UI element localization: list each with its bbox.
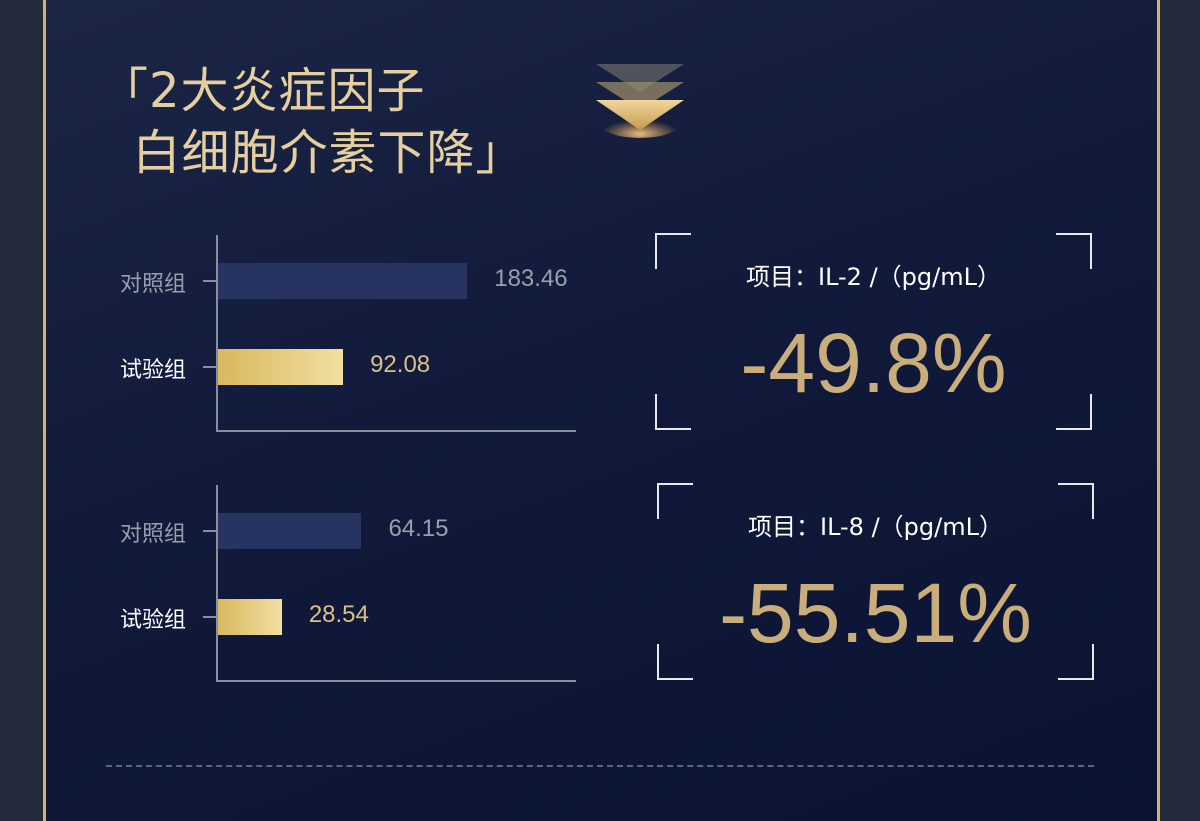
x-axis-line (216, 680, 576, 682)
value-label: 183.46 (494, 265, 568, 292)
value-label: 92.08 (370, 351, 431, 378)
il2-stat-box: 项目：IL-2 /（pg/mL） -49.8% (655, 233, 1092, 430)
corner-bracket (655, 233, 691, 269)
right-border-strip (1160, 0, 1200, 821)
control-bar (218, 263, 468, 299)
category-label: 对照组 (119, 272, 186, 297)
control-bar (218, 513, 362, 549)
corner-bracket (657, 483, 693, 519)
test-bar (218, 599, 282, 635)
category-label: 试验组 (119, 608, 186, 633)
stat-value: -55.51% (719, 566, 1032, 660)
category-label: 对照组 (119, 522, 186, 547)
y-tick (203, 366, 216, 368)
y-axis-line (216, 485, 218, 681)
value-label: 64.15 (388, 515, 449, 542)
y-tick (203, 280, 216, 282)
corner-bracket (657, 644, 693, 680)
dashed-divider (106, 765, 1094, 767)
category-label: 试验组 (119, 358, 186, 383)
stat-label: 项目：IL-2 /（pg/mL） (746, 263, 1001, 291)
right-gold-line (1157, 0, 1160, 821)
corner-bracket (1058, 644, 1094, 680)
corner-bracket (1058, 483, 1094, 519)
title-line-2: 白细胞介素下降」 (100, 125, 525, 181)
value-label: 28.54 (308, 601, 369, 628)
corner-bracket (655, 394, 691, 430)
page-title: 「2大炎症因子 白细胞介素下降」 (100, 60, 525, 184)
y-axis-line (216, 235, 218, 431)
il8-bar-chart: 对照组 64.15 试验组 28.54 (100, 485, 620, 685)
corner-bracket (1056, 394, 1092, 430)
triple-chevron-down-icon (596, 64, 684, 138)
il8-stat-box: 项目：IL-8 /（pg/mL） -55.51% (657, 483, 1094, 680)
x-axis-line (216, 430, 576, 432)
left-gold-line (43, 0, 46, 821)
il2-bar-chart: 对照组 183.46 试验组 92.08 (100, 235, 620, 435)
y-tick (203, 616, 216, 618)
left-border-strip (0, 0, 43, 821)
stat-value: -49.8% (740, 316, 1007, 410)
stat-label: 项目：IL-8 /（pg/mL） (748, 513, 1003, 541)
test-bar (218, 349, 344, 385)
corner-bracket (1056, 233, 1092, 269)
y-tick (203, 530, 216, 532)
title-line-1: 「2大炎症因子 (100, 63, 426, 119)
